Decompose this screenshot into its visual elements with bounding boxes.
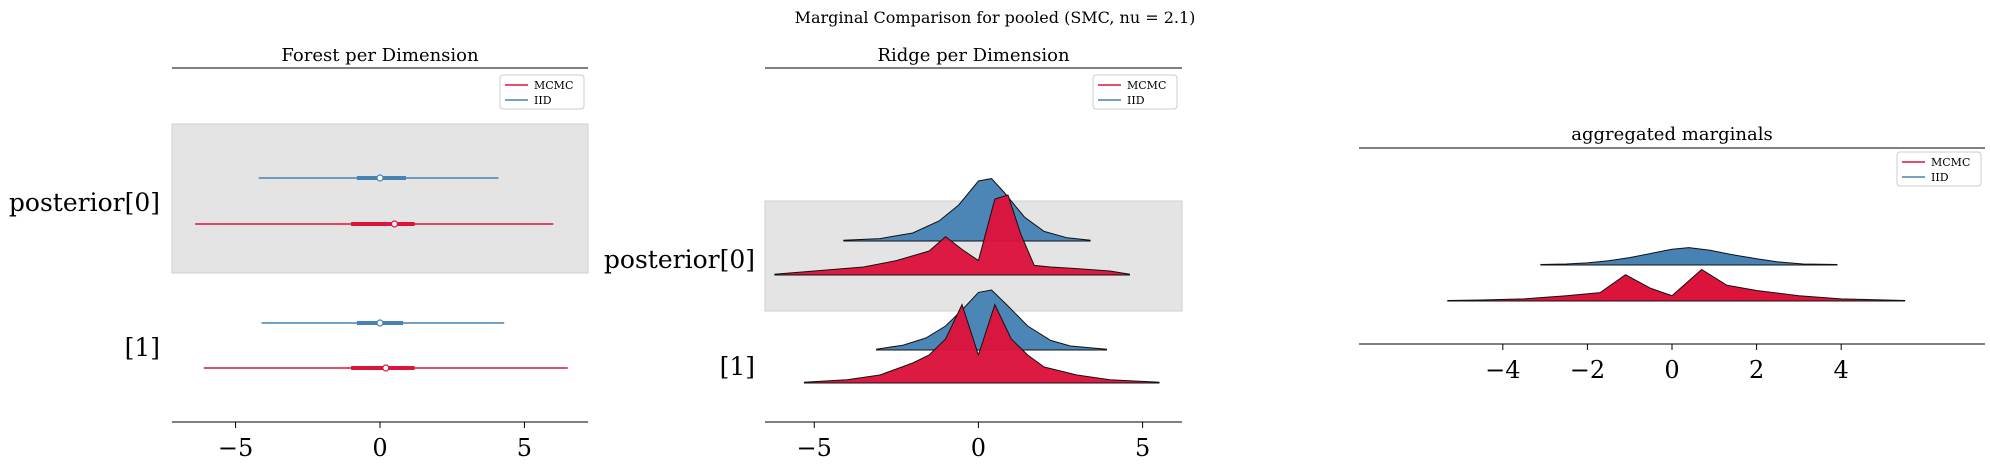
ridge-title: Ridge per Dimension bbox=[877, 45, 1070, 66]
ridge-ylabel-posterior0: posterior[0] bbox=[604, 245, 755, 274]
ridge-legend-label: MCMC bbox=[1127, 79, 1166, 92]
forest-legend-label: MCMC bbox=[534, 79, 573, 92]
aggregated-legend-label: MCMC bbox=[1931, 156, 1970, 169]
aggregated-legend-label: IID bbox=[1931, 171, 1949, 184]
forest-intervals bbox=[195, 174, 568, 372]
aggregated-x-ticks: −4 −2 0 2 4 bbox=[1485, 344, 1849, 384]
ridge-density-mcmc bbox=[803, 303, 1160, 384]
aggregated-panel: aggregated marginals −4 −2 0 2 4 MCMC IID bbox=[1359, 124, 1985, 384]
aggregated-tick-label: −2 bbox=[1570, 356, 1605, 384]
aggregated-tick-label: 2 bbox=[1749, 356, 1764, 384]
forest-shaded-band bbox=[171, 123, 589, 274]
aggregated-tick-label: −4 bbox=[1485, 356, 1520, 384]
aggregated-density-iid bbox=[1540, 247, 1838, 266]
forest-legend: MCMC IID bbox=[499, 74, 585, 110]
aggregated-legend: MCMC IID bbox=[1896, 151, 1982, 187]
forest-tick-label: 0 bbox=[372, 434, 387, 462]
aggregated-title: aggregated marginals bbox=[1571, 124, 1772, 145]
forest-median-point bbox=[376, 174, 384, 182]
ridge-tick-label: −5 bbox=[797, 434, 832, 462]
forest-ylabel-1: [1] bbox=[125, 333, 160, 362]
forest-title: Forest per Dimension bbox=[281, 45, 479, 66]
aggregated-densities bbox=[1447, 247, 1906, 302]
forest-median-point bbox=[376, 319, 384, 327]
forest-tick-label: −5 bbox=[218, 434, 253, 462]
forest-tick-label: 5 bbox=[517, 434, 532, 462]
ridge-tick-label: 0 bbox=[971, 434, 986, 462]
forest-panel: Forest per Dimension posterior[0] [1] −5… bbox=[9, 45, 589, 462]
forest-median-point bbox=[382, 364, 390, 372]
ridge-legend-label: IID bbox=[1127, 94, 1145, 107]
aggregated-tick-label: 4 bbox=[1834, 356, 1849, 384]
forest-legend-label: IID bbox=[534, 94, 552, 107]
ridge-tick-label: 5 bbox=[1135, 434, 1150, 462]
ridge-ylabel-1: [1] bbox=[720, 352, 755, 381]
figure-suptitle: Marginal Comparison for pooled (SMC, nu … bbox=[795, 8, 1196, 27]
ridge-x-ticks: −5 0 5 bbox=[797, 422, 1150, 462]
aggregated-density-mcmc bbox=[1447, 268, 1906, 302]
ridge-densities bbox=[774, 178, 1160, 384]
forest-ylabel-posterior0: posterior[0] bbox=[9, 188, 160, 217]
ridge-density-mcmc bbox=[774, 194, 1130, 276]
forest-median-point bbox=[390, 220, 399, 228]
forest-x-ticks: −5 0 5 bbox=[218, 422, 532, 462]
ridge-panel: Ridge per Dimension posterior[0] [1] −5 0… bbox=[604, 45, 1183, 462]
ridge-density-iid bbox=[843, 178, 1091, 242]
ridge-legend: MCMC IID bbox=[1092, 74, 1178, 110]
aggregated-tick-label: 0 bbox=[1664, 356, 1679, 384]
